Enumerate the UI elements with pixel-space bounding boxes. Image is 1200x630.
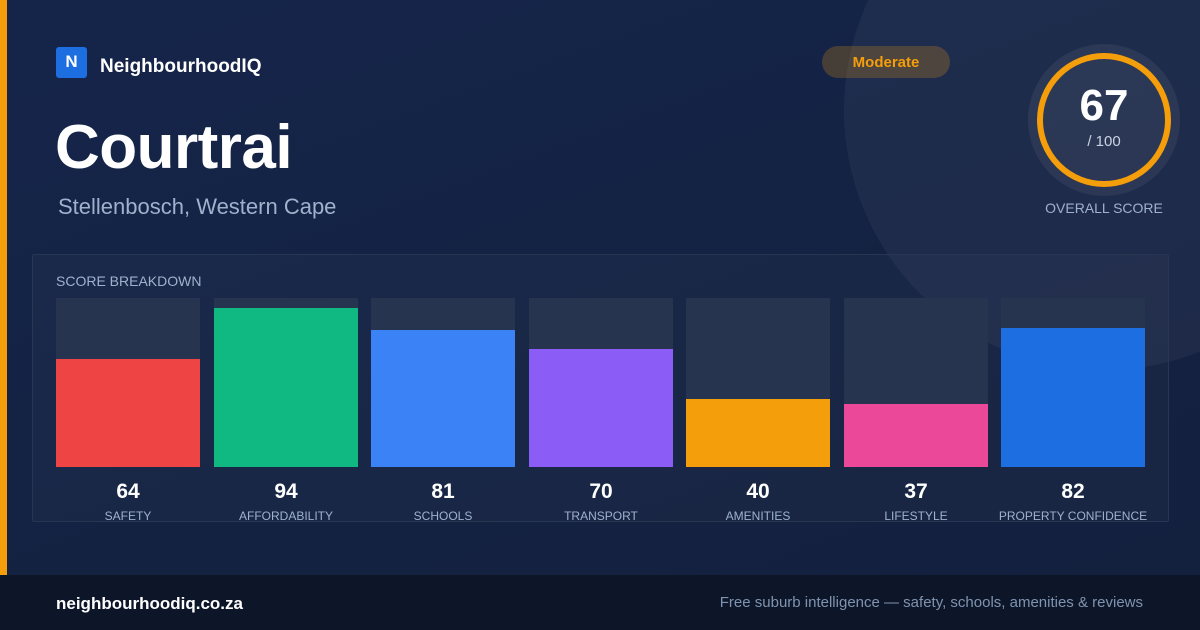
accent-bar — [0, 0, 7, 575]
bar-category-label: AFFORDABILITY — [238, 509, 333, 523]
suburb-title: Courtrai — [55, 113, 293, 182]
overall-score-ring: 67 / 100 — [1028, 44, 1180, 196]
overall-score-value: 67 — [1079, 81, 1129, 130]
bar-track — [686, 298, 830, 467]
bar-category-label: PROPERTY CONFIDENCE — [998, 509, 1148, 523]
brand-name: NeighbourhoodIQ — [100, 56, 262, 77]
bar-category-label: AMENITIES — [725, 509, 791, 523]
footer-tagline: Free suburb intelligence — safety, schoo… — [719, 594, 1143, 611]
bar-value-label: 82 — [1061, 480, 1085, 503]
bar-value-label: 40 — [746, 480, 770, 503]
score-ring-progress — [1037, 53, 1171, 187]
bar-track — [529, 298, 673, 467]
bar-value-label: 81 — [431, 480, 455, 503]
score-ring-graphic — [1037, 53, 1171, 187]
bar — [56, 359, 200, 467]
bar-value-label: 94 — [274, 480, 298, 503]
overall-score-caption: OVERALL SCORE — [1045, 200, 1163, 216]
overall-score-max: / 100 — [1087, 133, 1121, 150]
footer: neighbourhoodiq.co.za Free suburb intell… — [0, 575, 1200, 630]
bar — [529, 349, 673, 467]
bar-value-label: 64 — [116, 480, 140, 503]
bar-category-label: TRANSPORT — [564, 509, 638, 523]
suburb-location: Stellenbosch, Western Cape — [58, 194, 337, 219]
bar-value-label: 70 — [589, 480, 613, 503]
bar — [1001, 328, 1145, 467]
rating-badge: Moderate — [822, 46, 950, 78]
brand: N NeighbourhoodIQ — [56, 46, 261, 78]
bar-track — [371, 298, 515, 467]
bar-track — [844, 298, 988, 467]
bar — [371, 330, 515, 467]
score-breakdown-panel: SCORE BREAKDOWN 64 SAFETY 94 AFFORDABILITY 8… — [32, 254, 1169, 523]
bar-category-label: SCHOOLS — [413, 509, 473, 523]
hero-card: N NeighbourhoodIQ Courtrai Stellenbosch,… — [0, 0, 1200, 575]
bar — [214, 308, 358, 467]
footer-url: neighbourhoodiq.co.za — [56, 594, 243, 613]
brand-logo-icon: N — [56, 46, 87, 78]
bar-track — [214, 298, 358, 467]
bar-category-label: LIFESTYLE — [884, 509, 948, 523]
bar-value-label: 37 — [904, 480, 928, 503]
bar-track — [56, 298, 200, 467]
bar — [686, 399, 830, 467]
bar — [844, 404, 988, 467]
breakdown-title: SCORE BREAKDOWN — [56, 273, 202, 289]
bar-category-label: SAFETY — [104, 509, 152, 523]
bar-track — [1001, 298, 1145, 467]
